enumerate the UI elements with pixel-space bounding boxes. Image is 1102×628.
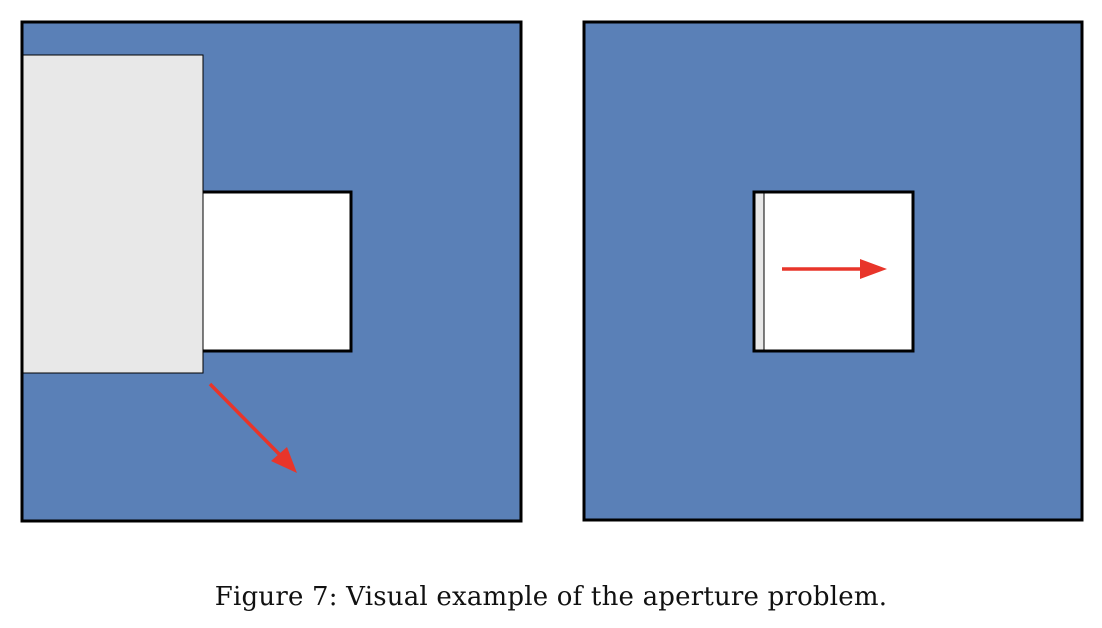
aperture-figure <box>20 20 1084 523</box>
left-panel <box>20 20 523 523</box>
right-panel <box>582 20 1084 522</box>
right-motion-arrow <box>782 259 887 279</box>
left-motion-arrow <box>208 382 297 473</box>
figure-caption: Figure 7: Visual example of the aperture… <box>214 582 888 612</box>
right-panel-border <box>582 20 1084 522</box>
right-aperture-border <box>752 190 915 353</box>
left-occluding-square <box>21 54 204 374</box>
left-aperture-border <box>203 190 353 353</box>
left-panel-border <box>20 20 523 523</box>
right-aperture-window <box>754 192 913 351</box>
left-aperture-window <box>201 192 351 351</box>
